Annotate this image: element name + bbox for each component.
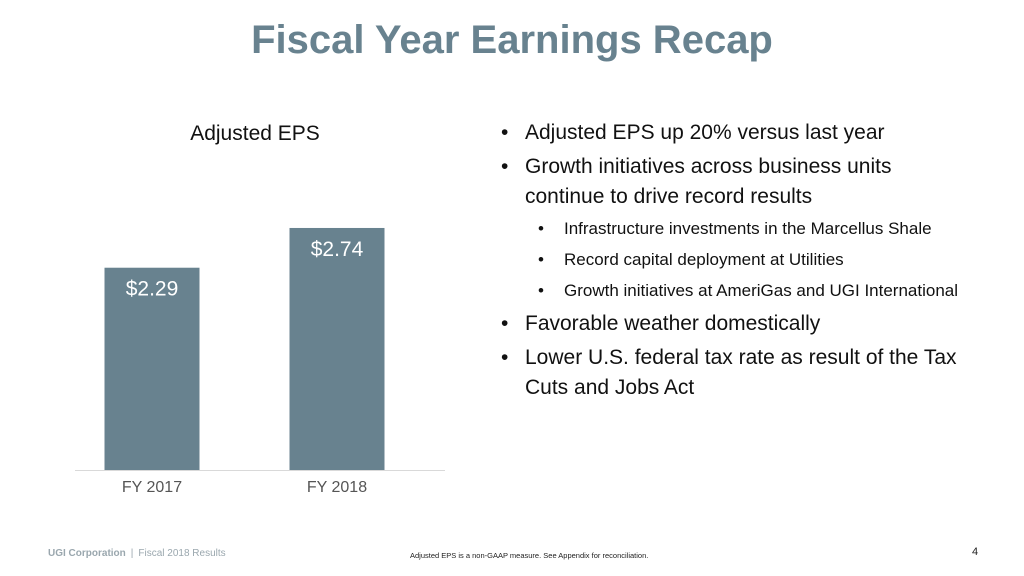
x-tick-label: FY 2017 [122,479,182,496]
bar-fy-2018 [289,227,385,470]
page-number: 4 [972,546,979,558]
bullet-item: Growth initiatives across business units… [498,152,968,212]
bar-data-label: $2.74 [311,238,364,261]
sub-bullet-item: Growth initiatives at AmeriGas and UGI I… [498,278,968,303]
sub-bullet-item: Record capital deployment at Utilities [498,247,968,272]
footer-subtitle: Fiscal 2018 Results [138,548,226,559]
footer-note: Adjusted EPS is a non-GAAP measure. See … [410,551,649,560]
bar-data-label: $2.29 [126,278,179,301]
bullet-item: Favorable weather domestically [498,309,968,339]
footer-left: UGI Corporation | Fiscal 2018 Results [48,548,226,559]
bullet-item: Lower U.S. federal tax rate as result of… [498,343,968,403]
footer-company: UGI Corporation [48,548,126,559]
eps-bar-chart: $2.29 FY 2017 $2.74 FY 2018 [75,227,445,496]
slide-title: Fiscal Year Earnings Recap [251,18,773,62]
bar-fy-2017 [104,267,200,470]
sub-bullet-item: Infrastructure investments in the Marcel… [498,216,968,241]
footer-separator: | [130,548,134,559]
chart-title: Adjusted EPS [190,122,320,145]
x-tick-label: FY 2018 [307,479,367,496]
bullet-item: Adjusted EPS up 20% versus last year [498,118,968,148]
bullet-list: Adjusted EPS up 20% versus last year Gro… [498,118,968,407]
